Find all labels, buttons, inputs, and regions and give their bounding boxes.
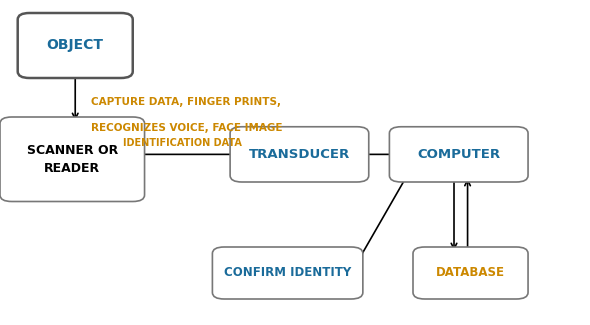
Text: CAPTURE DATA, FINGER PRINTS,: CAPTURE DATA, FINGER PRINTS, <box>91 98 281 107</box>
FancyBboxPatch shape <box>413 247 528 299</box>
Text: DATABASE: DATABASE <box>436 266 505 280</box>
Text: CONFIRM IDENTITY: CONFIRM IDENTITY <box>224 266 351 280</box>
Text: COMPUTER: COMPUTER <box>417 148 500 161</box>
Text: IDENTIFICATION DATA: IDENTIFICATION DATA <box>123 138 242 148</box>
FancyBboxPatch shape <box>212 247 363 299</box>
FancyBboxPatch shape <box>0 117 145 202</box>
FancyBboxPatch shape <box>230 127 369 182</box>
Text: OBJECT: OBJECT <box>47 38 104 53</box>
FancyBboxPatch shape <box>18 13 133 78</box>
Text: RECOGNIZES VOICE, FACE IMAGE: RECOGNIZES VOICE, FACE IMAGE <box>91 124 283 133</box>
FancyBboxPatch shape <box>389 127 528 182</box>
Text: TRANSDUCER: TRANSDUCER <box>249 148 350 161</box>
Text: SCANNER OR
READER: SCANNER OR READER <box>27 144 118 175</box>
